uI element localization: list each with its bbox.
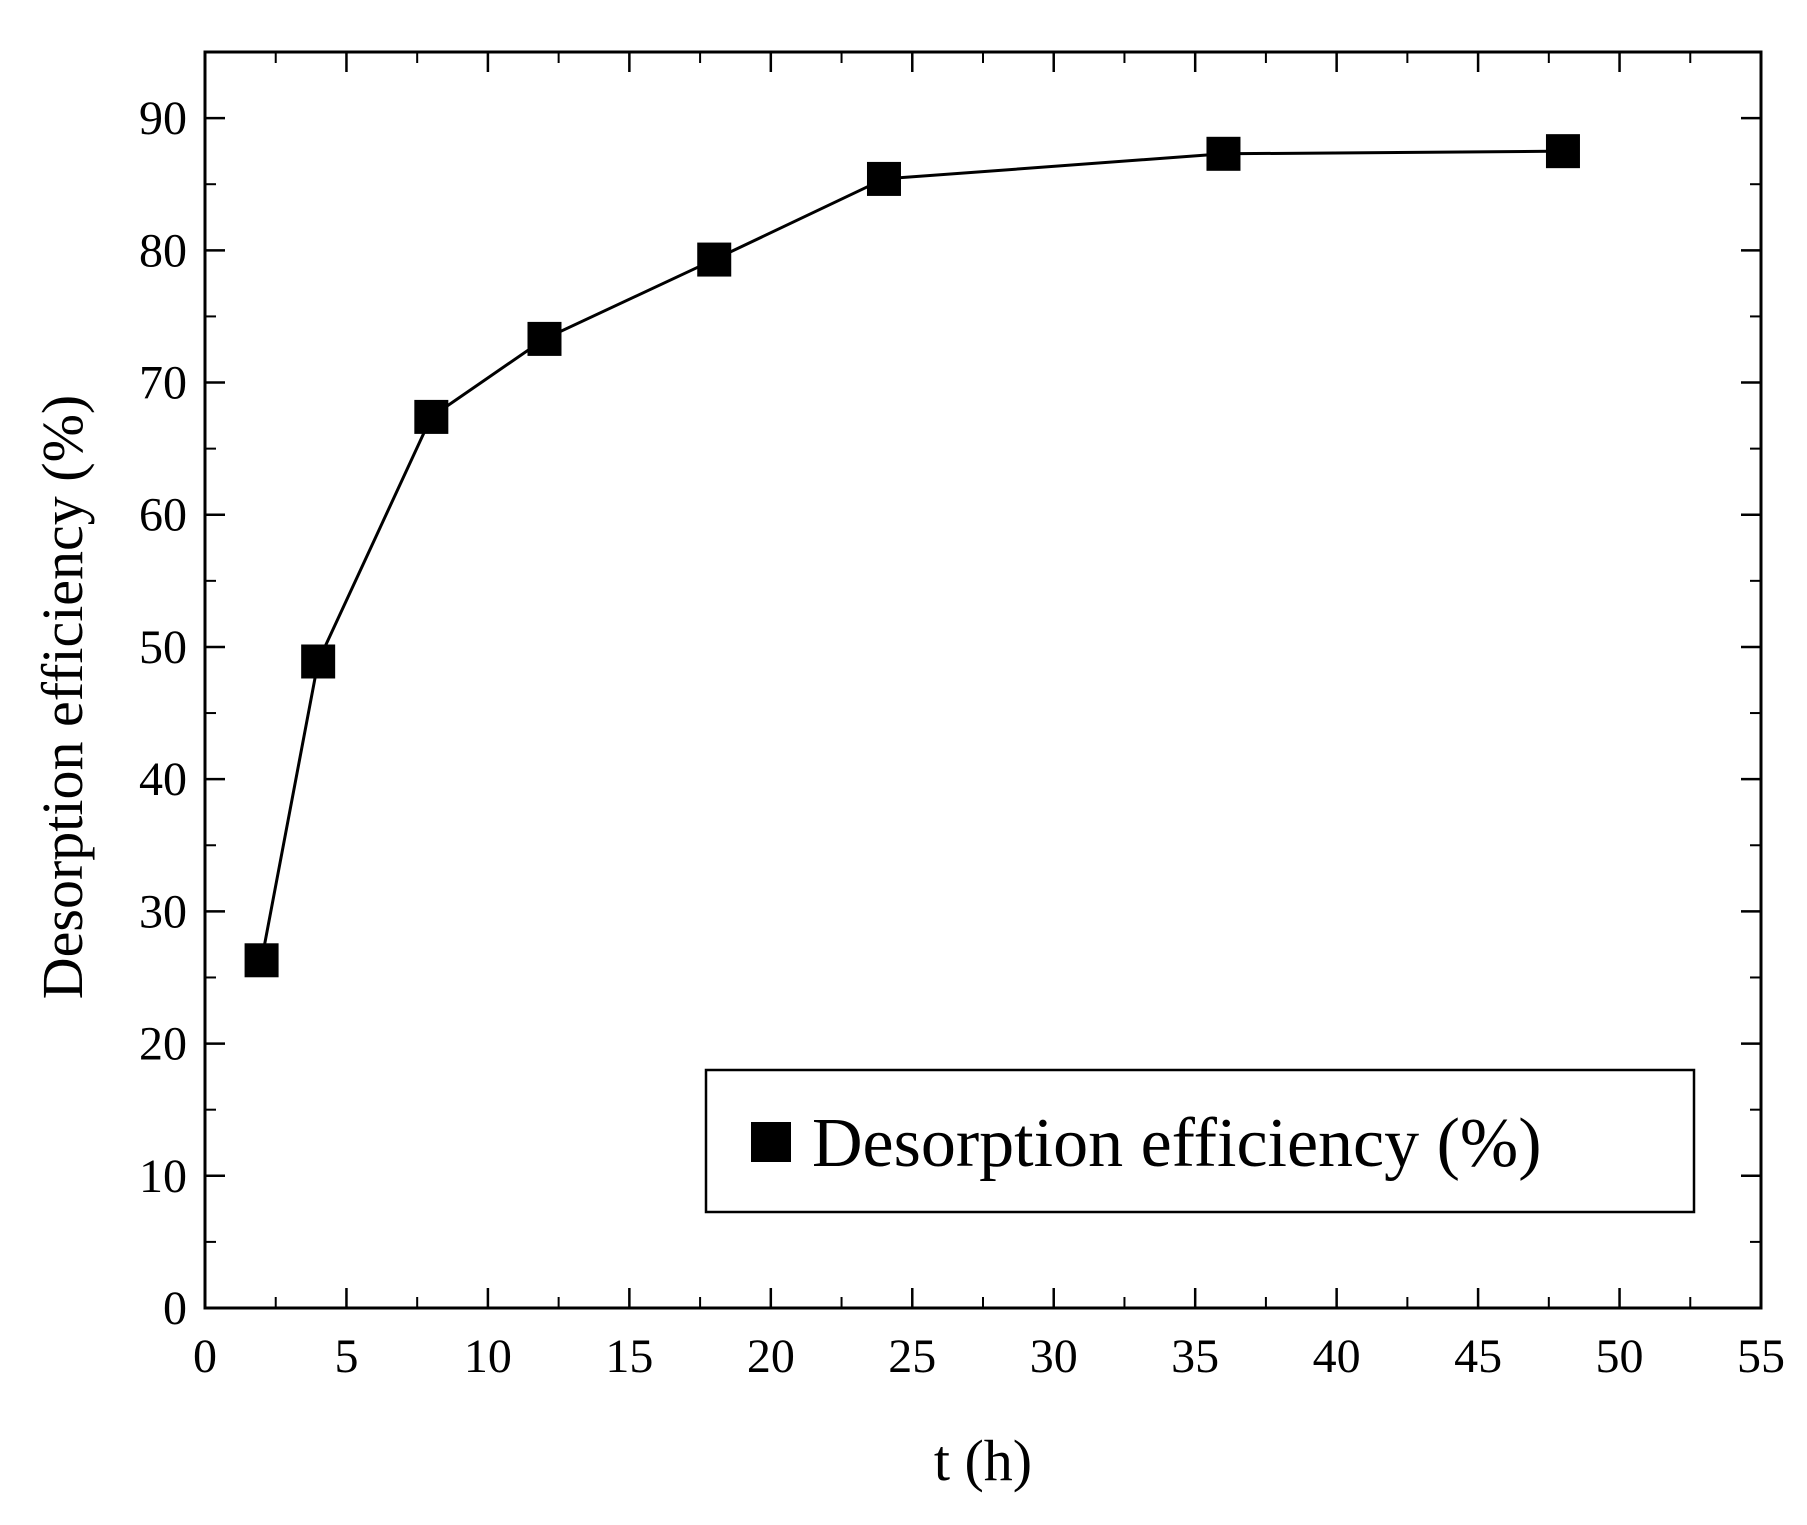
y-tick-label: 90 [139,92,187,145]
legend-marker [751,1122,791,1162]
data-point [414,399,449,434]
y-tick-label: 0 [163,1282,187,1335]
y-axis-ticks: 0 10 20 30 40 50 60 70 80 90 [139,51,1761,1335]
legend-box [704,1068,1696,1214]
series-layer [244,134,1580,978]
x-tick-label: 50 [1596,1330,1644,1383]
x-axis-ticks: 0 5 10 15 20 25 30 35 40 45 50 55 [193,52,1785,1383]
x-tick-label: 55 [1737,1330,1785,1383]
data-point [866,161,901,196]
series-line [260,149,1563,961]
y-tick-label: 30 [139,885,187,938]
data-point [697,242,732,277]
y-tick-label: 70 [139,357,187,410]
x-tick-label: 35 [1171,1330,1219,1383]
x-tick-label: 15 [605,1330,653,1383]
data-point [1545,134,1580,169]
y-tick-label: 40 [139,753,187,806]
y-tick-label: 10 [139,1150,187,1203]
y-tick-label: 60 [139,489,187,542]
legend-label: Desorption efficiency (%) [812,1105,1542,1182]
y-tick-label: 20 [139,1018,187,1071]
x-tick-label: 0 [193,1330,217,1383]
x-axis-title: t (h) [934,1428,1032,1493]
data-point [301,644,336,679]
x-tick-label: 5 [334,1330,358,1383]
x-tick-label: 10 [464,1330,512,1383]
x-tick-label: 40 [1313,1330,1361,1383]
y-axis-title: Desorption efficiency (%) [30,395,95,999]
x-tick-label: 45 [1454,1330,1502,1383]
x-tick-label: 25 [888,1330,936,1383]
data-point [1206,136,1241,171]
x-tick-label: 30 [1030,1330,1078,1383]
x-tick-label: 20 [747,1330,795,1383]
data-point [244,943,279,978]
y-tick-label: 80 [139,224,187,277]
y-tick-label: 50 [139,621,187,674]
data-point [527,321,562,356]
legend: Desorption efficiency (%) [704,1068,1696,1214]
